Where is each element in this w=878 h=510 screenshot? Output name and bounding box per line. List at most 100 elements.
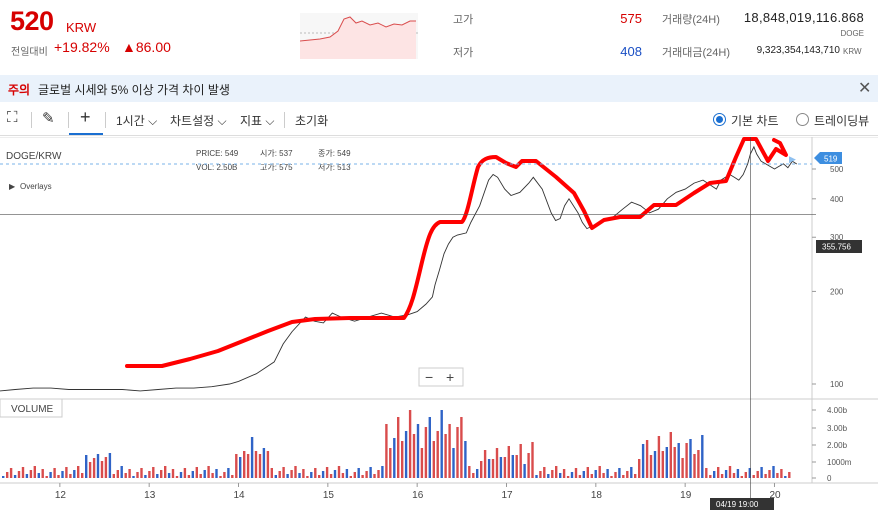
volume-bar bbox=[543, 467, 546, 478]
volume-bar bbox=[693, 454, 696, 478]
mini-area bbox=[300, 17, 416, 59]
volume-unit: DOGE bbox=[840, 29, 864, 38]
tradingview-label[interactable]: 트레이딩뷰 bbox=[814, 114, 870, 128]
indicators-dropdown[interactable]: 지표 ⌵ bbox=[240, 114, 275, 128]
toolbar-divider bbox=[105, 112, 106, 128]
legend-low: 저가: 513 bbox=[318, 163, 351, 172]
volume-bar bbox=[219, 476, 222, 478]
volume-bar bbox=[148, 471, 151, 478]
volume-bar bbox=[594, 470, 597, 478]
volume-axis: 4.00b 3.00b 2.00b 1000m 0 bbox=[812, 406, 852, 483]
volume-bar bbox=[432, 441, 435, 478]
volume-bar bbox=[472, 473, 475, 478]
volume-bar bbox=[559, 473, 562, 478]
volume-bar bbox=[713, 471, 716, 478]
volume-24h-label: 거래량(24H) bbox=[662, 14, 720, 26]
volume-bar bbox=[175, 476, 179, 478]
volume-bar bbox=[136, 472, 139, 478]
change-percent: +19.82% bbox=[54, 39, 110, 55]
volume-bar bbox=[116, 470, 119, 478]
volume-bar bbox=[278, 471, 281, 478]
price-chart[interactable]: DOGE/KRW Overlays ▶ PRICE: 549 시가: 537 종… bbox=[0, 137, 878, 510]
volume-bar bbox=[104, 457, 108, 478]
volume-bar bbox=[697, 450, 700, 478]
volume-bar bbox=[246, 454, 250, 478]
volume-bar bbox=[6, 472, 9, 478]
volume-bar bbox=[748, 468, 751, 478]
volume-bar bbox=[124, 473, 127, 478]
volume-bar bbox=[673, 447, 676, 478]
vol-tick-label: 2.00b bbox=[827, 441, 848, 450]
volume-bar bbox=[333, 470, 337, 478]
x-tick-label: 20 bbox=[769, 490, 781, 501]
price-line bbox=[0, 145, 798, 392]
volume-bar bbox=[535, 475, 538, 478]
current-price-badge-text: 519 bbox=[824, 155, 838, 164]
volume-bar bbox=[539, 471, 542, 478]
alert-message: 글로벌 시세와 5% 이상 가격 차이 발생 bbox=[38, 83, 230, 97]
volume-bar bbox=[574, 468, 578, 478]
volume-bar bbox=[709, 475, 712, 478]
volume-bar bbox=[756, 471, 759, 478]
basic-chart-radio[interactable] bbox=[713, 113, 726, 126]
volume-bar bbox=[381, 466, 384, 478]
volume-bar bbox=[523, 464, 526, 478]
chart-settings-dropdown[interactable]: 차트설정 ⌵ bbox=[170, 114, 227, 128]
volume-bar bbox=[191, 471, 194, 478]
volume-bar bbox=[258, 454, 262, 478]
volume-bar bbox=[337, 466, 341, 478]
volume-bar bbox=[701, 435, 704, 478]
hand-drawn-annotation bbox=[125, 137, 788, 368]
volume-bar bbox=[310, 472, 313, 478]
volume-bar bbox=[88, 462, 92, 478]
mini-price-chart bbox=[300, 13, 418, 59]
volume-bar bbox=[318, 475, 321, 478]
volume-bar bbox=[578, 475, 582, 478]
volume-bar bbox=[606, 469, 609, 478]
volume-bar bbox=[231, 475, 234, 478]
volume-bar bbox=[266, 451, 270, 478]
volume-bar bbox=[393, 438, 396, 478]
volume-bar bbox=[740, 476, 743, 478]
overlays-toggle[interactable]: Overlays bbox=[20, 182, 52, 191]
zoom-in-icon[interactable]: + bbox=[446, 369, 454, 385]
reset-button[interactable]: 초기화 bbox=[295, 114, 329, 128]
volume-bar bbox=[140, 468, 143, 478]
volume-bar bbox=[21, 467, 25, 478]
zoom-controls: − + bbox=[418, 367, 464, 387]
pencil-icon[interactable]: ✎ bbox=[42, 110, 55, 127]
overlays-arrow-icon[interactable]: ▶ bbox=[9, 182, 16, 191]
interval-dropdown[interactable]: 1시간 ⌵ bbox=[116, 114, 158, 128]
tradingview-radio[interactable] bbox=[796, 113, 809, 126]
crosshair-icon[interactable]: + bbox=[80, 107, 91, 127]
volume-bar bbox=[321, 471, 325, 478]
volume-bar bbox=[634, 474, 637, 478]
change-amount: ▲86.00 bbox=[122, 39, 171, 55]
volume-bar bbox=[515, 455, 518, 478]
volume-bar bbox=[345, 469, 349, 478]
basic-chart-label[interactable]: 기본 차트 bbox=[731, 114, 779, 128]
volume-bar bbox=[519, 444, 522, 478]
volume-bar bbox=[507, 446, 510, 478]
volume-bar bbox=[681, 458, 684, 478]
volume-bar bbox=[37, 473, 40, 478]
zoom-out-icon[interactable]: − bbox=[425, 369, 433, 385]
close-icon[interactable]: ✕ bbox=[858, 80, 872, 97]
volume-bar bbox=[610, 476, 613, 478]
volume-bar bbox=[282, 467, 285, 478]
volume-bar bbox=[638, 459, 641, 478]
volume-bar bbox=[736, 469, 740, 478]
fullscreen-icon[interactable]: ⛶ bbox=[7, 109, 18, 126]
current-price-arrow-icon: ▶ bbox=[789, 154, 796, 164]
active-tool-indicator bbox=[69, 133, 103, 135]
volume-bar bbox=[61, 471, 64, 478]
volume-bar bbox=[270, 468, 273, 478]
toolbar-divider bbox=[284, 112, 285, 128]
crosshair-time-text: 04/19 19:00 bbox=[716, 500, 759, 509]
volume-bar bbox=[152, 467, 155, 478]
volume-bar bbox=[677, 443, 680, 478]
volume-bar bbox=[768, 470, 771, 478]
volume-bar bbox=[452, 448, 455, 478]
crosshair-price-badge: 355.756 bbox=[816, 240, 862, 253]
volume-bar bbox=[582, 471, 585, 478]
